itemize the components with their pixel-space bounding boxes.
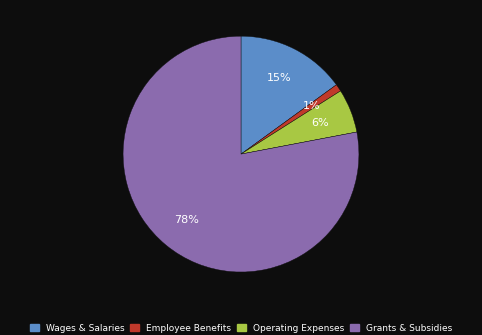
Wedge shape — [241, 85, 341, 154]
Text: 78%: 78% — [174, 214, 200, 224]
Text: 1%: 1% — [302, 102, 320, 111]
Text: 6%: 6% — [311, 118, 329, 128]
Wedge shape — [123, 36, 359, 272]
Text: 15%: 15% — [267, 73, 292, 83]
Legend: Wages & Salaries, Employee Benefits, Operating Expenses, Grants & Subsidies: Wages & Salaries, Employee Benefits, Ope… — [27, 321, 455, 335]
Wedge shape — [241, 36, 336, 154]
Wedge shape — [241, 91, 357, 154]
